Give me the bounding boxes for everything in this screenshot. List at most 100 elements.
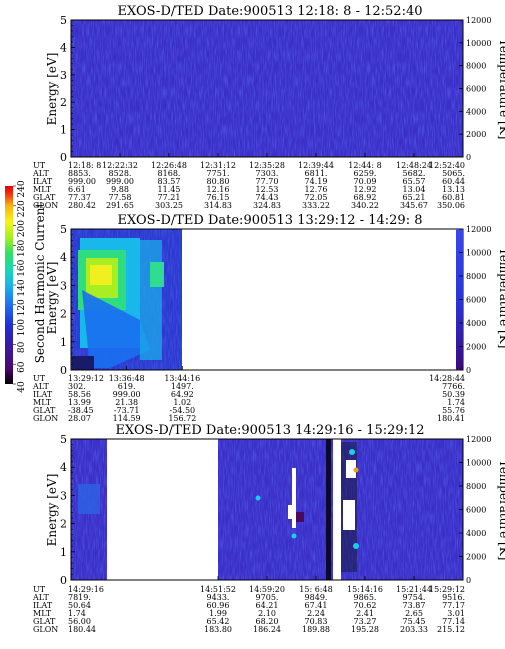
info-cell: 1.74 (447, 398, 465, 407)
y2-tick-label: 10000 (466, 39, 491, 48)
info-cell: 291.65 (106, 201, 134, 210)
y2-tick-label: 0 (466, 576, 471, 585)
info-cell: 9754. (403, 593, 426, 602)
panel-3-white-spot-2 (343, 500, 355, 530)
info-cell: 28.07 (68, 414, 91, 423)
y2-tick-label: 12000 (466, 435, 491, 444)
info-cell: 77.37 (68, 193, 91, 202)
info-cell: 6.61 (68, 185, 86, 194)
y-tick-label: 3 (60, 69, 67, 82)
info-cell: 65.42 (207, 617, 230, 626)
info-cell: 189.88 (302, 625, 330, 634)
y-tick-label: 0 (60, 364, 67, 377)
y2-tick-label: 4000 (466, 319, 486, 328)
panel-1-texture (71, 20, 463, 157)
panel-2-y-ticks: 0 1 2 3 4 5 (60, 223, 75, 377)
info-cell: 302. (68, 382, 86, 391)
y-tick-label: 2 (60, 308, 67, 321)
info-row-label: GLAT (33, 617, 56, 626)
colorbar-tick-label: 160 (17, 259, 27, 276)
info-cell: 14:51:52 (200, 585, 236, 594)
info-cell: 350.06 (437, 201, 465, 210)
info-row-label: GLON (33, 201, 58, 210)
info-cell: 999.00 (106, 177, 134, 186)
info-cell: -38.45 (68, 406, 94, 415)
y-tick-label: 3 (60, 489, 67, 502)
info-row-label: ALT (32, 169, 49, 178)
info-cell: 65.21 (403, 193, 426, 202)
panel-1-y-ticks: 0 1 2 3 4 5 (60, 14, 75, 164)
y2-tick-label: 8000 (466, 62, 486, 71)
info-cell: 12:39:44 (298, 161, 334, 170)
y-tick-label: 4 (60, 41, 67, 54)
y-tick-label: 2 (60, 518, 67, 531)
panel-1-title: EXOS-D/TED Date:900513 12:18: 8 - 12:52:… (118, 4, 423, 19)
panel-3-heatmap (70, 438, 464, 581)
info-cell: -54.50 (170, 406, 196, 415)
info-cell: 74.19 (305, 177, 328, 186)
info-cell: 73.27 (354, 617, 377, 626)
info-cell: 14:59:20 (249, 585, 285, 594)
info-cell: 7766. (442, 382, 465, 391)
colorbar-ticks: 40 60 80 100 120 140 160 180 200 220 240 (13, 180, 27, 393)
panel-2-region-blue (82, 290, 150, 368)
info-cell: 70.09 (354, 177, 377, 186)
info-cell: 7303. (256, 169, 279, 178)
y2-tick-label: 10000 (466, 249, 491, 258)
info-cell: 9516. (442, 593, 465, 602)
y2-tick-label: 4000 (466, 107, 486, 116)
info-cell: 8853. (68, 169, 91, 178)
info-cell: 9433. (207, 593, 230, 602)
info-cell: 6259. (354, 169, 377, 178)
info-cell: 74.43 (256, 193, 279, 202)
panel-1-ylabel: Energy [eV] (45, 53, 59, 126)
info-cell: 72.05 (305, 193, 328, 202)
info-cell: 77.58 (109, 193, 132, 202)
info-cell: 12.53 (256, 185, 279, 194)
info-row-label: UT (33, 161, 46, 170)
y-tick-label: 1 (60, 546, 67, 559)
info-cell: 11.45 (158, 185, 181, 194)
panel-3-info-table: UTALTILATMLTGLATGLON14:29:167819.50.641.… (32, 576, 465, 634)
y2-tick-label: 12000 (466, 16, 491, 25)
info-cell: 73.87 (403, 601, 426, 610)
info-row-label: UT (33, 585, 46, 594)
info-cell: 1.74 (68, 609, 86, 618)
info-cell: 68.20 (256, 617, 279, 626)
info-cell: 9705. (256, 593, 279, 602)
info-cell: 180.41 (437, 414, 465, 423)
y2-tick-label: 4000 (466, 529, 486, 538)
info-cell: 183.80 (204, 625, 232, 634)
info-cell: 13:36:48 (109, 374, 145, 383)
info-cell: 12:31:12 (200, 161, 236, 170)
info-cell: 999.00 (68, 177, 96, 186)
panel-2-region-cyan-right (140, 240, 162, 360)
info-cell: 1.02 (173, 398, 191, 407)
panel-3-y2-ticks: 0 2000 4000 6000 8000 10000 12000 (459, 435, 491, 585)
info-cell: 2.10 (258, 609, 276, 618)
info-cell: 80.80 (207, 177, 230, 186)
panel-3-y2label: Temperature [K] (497, 460, 505, 561)
info-cell: 7819. (68, 593, 91, 602)
panel-3-spot-cyan-3 (255, 495, 261, 501)
y-tick-label: 1 (60, 336, 67, 349)
info-cell: 12:22:32 (102, 161, 138, 170)
panel-2-region-dark (72, 356, 94, 370)
info-cell: 58.56 (68, 390, 91, 399)
info-cell: 14:29:16 (68, 585, 104, 594)
colorbar: 40 60 80 100 120 140 160 180 200 220 240 Second Ha… (5, 180, 47, 393)
info-cell: 15:29:12 (429, 585, 465, 594)
info-cell: 13.99 (68, 398, 91, 407)
y2-tick-label: 2000 (466, 553, 486, 562)
info-row-label: GLON (33, 414, 58, 423)
y2-tick-label: 8000 (466, 482, 486, 491)
info-cell: 6811. (305, 169, 328, 178)
info-cell: 12.76 (305, 185, 328, 194)
y-tick-label: 2 (60, 96, 67, 109)
info-cell: 21.38 (115, 398, 138, 407)
panel-3: EXOS-D/TED Date:900513 14:29:16 - 15:29:… (32, 423, 505, 634)
y-tick-label: 1 (60, 124, 67, 137)
colorbar-tick-label: 40 (17, 381, 27, 393)
info-cell: 12:18: 8 (68, 161, 101, 170)
info-cell: 9865. (354, 593, 377, 602)
